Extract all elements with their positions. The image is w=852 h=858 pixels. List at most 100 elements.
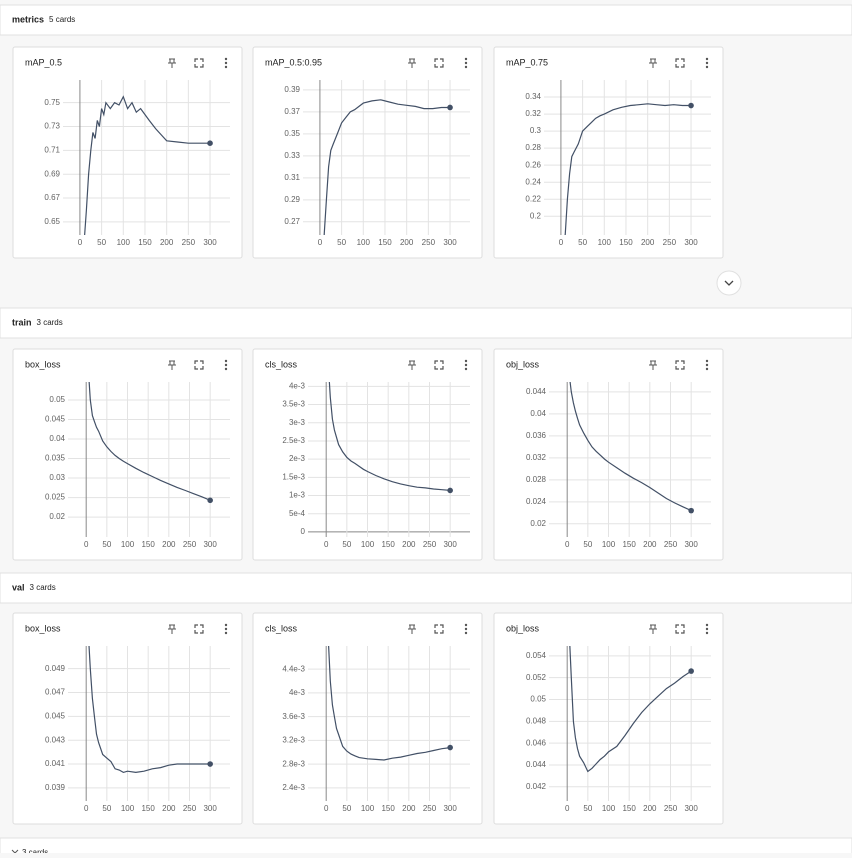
x-tick-label: 50 <box>342 804 351 813</box>
end-point <box>207 761 213 767</box>
fullscreen-icon[interactable] <box>675 624 685 634</box>
x-tick-label: 200 <box>162 540 176 549</box>
x-tick-label: 50 <box>337 238 346 247</box>
menu-dot[interactable] <box>464 627 468 631</box>
y-tick-label: 0.32 <box>525 109 541 118</box>
menu-dot[interactable] <box>224 627 228 631</box>
chart-card: box_loss 0.02 0.025 0.03 0.035 0.04 0.045 0.05 0… <box>12 348 243 561</box>
line <box>569 646 692 773</box>
x-tick-label: 200 <box>402 804 416 813</box>
y-tick-label: 0.29 <box>284 195 300 204</box>
x-tick-label: 250 <box>663 238 677 247</box>
menu-dot[interactable] <box>464 363 468 367</box>
card-title: cls_loss <box>265 623 298 633</box>
x-tick-label: 300 <box>443 238 457 247</box>
x-tick-label: 0 <box>559 238 564 247</box>
section-title: metrics <box>12 14 44 24</box>
fullscreen-icon[interactable] <box>675 360 685 370</box>
fullscreen-icon[interactable] <box>434 58 444 68</box>
menu-dot[interactable] <box>705 367 709 371</box>
menu-dot[interactable] <box>705 61 709 65</box>
end-point <box>207 497 213 504</box>
fullscreen-icon[interactable] <box>194 360 204 370</box>
line <box>84 95 210 235</box>
x-tick-label: 200 <box>400 238 414 247</box>
x-tick-label: 150 <box>141 804 155 813</box>
x-tick-label: 50 <box>583 540 592 549</box>
fullscreen-icon[interactable] <box>434 624 444 634</box>
x-tick-label: 100 <box>602 804 616 813</box>
menu-dot[interactable] <box>705 359 709 363</box>
menu-dot[interactable] <box>705 363 709 367</box>
pin-icon[interactable] <box>168 360 176 370</box>
fullscreen-icon[interactable] <box>194 58 204 68</box>
card-title: cls_loss <box>265 359 298 369</box>
y-tick-label: 3.2e-3 <box>282 736 305 745</box>
menu-dot[interactable] <box>464 367 468 371</box>
menu-dot[interactable] <box>705 623 709 627</box>
y-tick-label: 0.34 <box>525 92 541 101</box>
x-tick-label: 200 <box>160 238 174 247</box>
x-tick-label: 300 <box>203 804 217 813</box>
menu-dot[interactable] <box>705 65 709 69</box>
card-title: mAP_0.5:0.95 <box>265 57 322 67</box>
x-tick-label: 100 <box>361 804 375 813</box>
menu-dot[interactable] <box>464 61 468 65</box>
x-tick-label: 150 <box>141 540 155 549</box>
fullscreen-icon[interactable] <box>675 58 685 68</box>
x-tick-label: 300 <box>443 804 457 813</box>
x-tick-label: 0 <box>565 540 570 549</box>
fullscreen-icon[interactable] <box>434 360 444 370</box>
y-tick-label: 0.3 <box>530 126 542 135</box>
expand-button[interactable] <box>716 270 742 296</box>
y-tick-label: 0.045 <box>45 711 66 720</box>
menu-dot[interactable] <box>224 631 228 635</box>
y-tick-label: 0.049 <box>45 664 66 673</box>
chart-card: obj_loss 0.042 0.044 0.046 0.048 0.05 0.052 0.0… <box>493 612 724 825</box>
x-tick-label: 50 <box>583 804 592 813</box>
y-tick-label: 0.054 <box>526 651 547 660</box>
menu-dot[interactable] <box>224 367 228 371</box>
pin-icon[interactable] <box>168 58 176 68</box>
menu-dot[interactable] <box>464 623 468 627</box>
y-tick-label: 4.4e-3 <box>282 664 305 673</box>
menu-dot[interactable] <box>705 57 709 61</box>
menu-dot[interactable] <box>224 359 228 363</box>
x-tick-label: 100 <box>602 540 616 549</box>
pin-icon[interactable] <box>649 360 657 370</box>
menu-dot[interactable] <box>224 65 228 69</box>
menu-dot[interactable] <box>464 359 468 363</box>
y-tick-label: 0.28 <box>525 143 541 152</box>
menu-dot[interactable] <box>224 57 228 61</box>
menu-dot[interactable] <box>224 61 228 65</box>
x-tick-label: 50 <box>102 804 111 813</box>
section-header <box>0 572 852 604</box>
card-title: mAP_0.75 <box>506 57 548 67</box>
menu-dot[interactable] <box>224 623 228 627</box>
pin-icon[interactable] <box>408 624 416 634</box>
y-tick-label: 0.052 <box>526 673 547 682</box>
x-tick-label: 300 <box>684 804 698 813</box>
y-tick-label: 0.22 <box>525 194 541 203</box>
menu-dot[interactable] <box>705 627 709 631</box>
menu-dot[interactable] <box>464 65 468 69</box>
x-tick-label: 200 <box>643 804 657 813</box>
y-tick-label: 1e-3 <box>289 491 306 500</box>
menu-dot[interactable] <box>464 57 468 61</box>
menu-dot[interactable] <box>224 363 228 367</box>
x-tick-label: 0 <box>84 804 89 813</box>
pin-icon[interactable] <box>408 58 416 68</box>
fullscreen-icon[interactable] <box>194 624 204 634</box>
pin-icon[interactable] <box>408 360 416 370</box>
y-tick-label: 3e-3 <box>289 418 306 427</box>
pin-icon[interactable] <box>649 624 657 634</box>
y-tick-label: 0.31 <box>284 173 300 182</box>
pin-icon[interactable] <box>168 624 176 634</box>
menu-dot[interactable] <box>464 631 468 635</box>
chevron-icon[interactable] <box>724 280 734 286</box>
menu-dot[interactable] <box>705 631 709 635</box>
end-point <box>688 102 694 109</box>
x-tick-label: 50 <box>578 238 587 247</box>
y-tick-label: 5e-4 <box>289 509 306 518</box>
pin-icon[interactable] <box>649 58 657 68</box>
